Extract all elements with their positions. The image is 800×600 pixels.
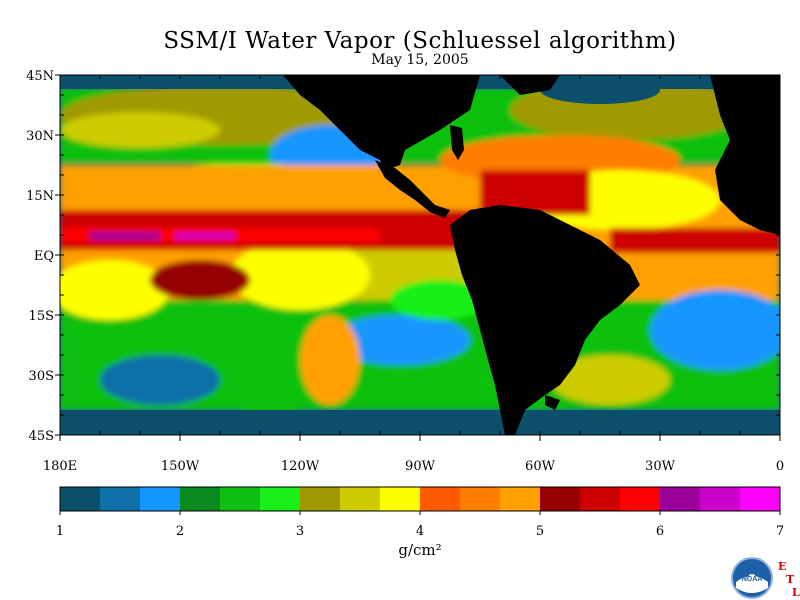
colorbar-swatch <box>260 487 301 511</box>
longitude-axis: 180E 150W 120W 90W 60W 30W 0 <box>43 75 784 474</box>
colorbar <box>59 486 781 512</box>
colorbar-ticks: 1 2 3 4 5 6 7 <box>56 511 784 539</box>
colorbar-tick-label: 5 <box>536 524 544 539</box>
lat-tick-label: 45S <box>29 429 54 444</box>
latitude-axis: 45N 30N 15N EQ 15S 30S 45S <box>26 69 780 444</box>
colorbar-tick-label: 6 <box>656 524 664 539</box>
colorbar-swatch <box>580 487 621 511</box>
lon-tick-label: 150W <box>161 459 200 474</box>
colorbar-tick-label: 3 <box>296 524 304 539</box>
colorbar-swatch <box>500 487 541 511</box>
colorbar-tick-label: 4 <box>416 524 424 539</box>
lat-tick-label: 45N <box>26 69 54 84</box>
lat-tick-label: 30N <box>26 129 54 144</box>
colorbar-swatch <box>380 487 421 511</box>
colorbar-swatch <box>740 487 781 511</box>
lon-tick-label: 0 <box>776 459 784 474</box>
lon-tick-label: 120W <box>281 459 320 474</box>
lon-tick-label: 60W <box>525 459 556 474</box>
logo-letter-l: L <box>792 586 800 599</box>
colorbar-swatch <box>340 487 381 511</box>
colorbar-swatch <box>420 487 461 511</box>
map-title: SSM/I Water Vapor (Schluessel algorithm) <box>163 28 677 54</box>
colorbar-tick-label: 2 <box>176 524 184 539</box>
colorbar-swatch <box>180 487 221 511</box>
lat-tick-label: 15N <box>26 189 54 204</box>
colorbar-unit-label: g/cm² <box>398 541 441 559</box>
lon-tick-label: 30W <box>645 459 676 474</box>
colorbar-swatch <box>140 487 181 511</box>
lon-tick-label: 90W <box>405 459 436 474</box>
colorbar-swatch <box>660 487 701 511</box>
map-plot-area <box>60 75 780 435</box>
colorbar-tick-label: 7 <box>776 524 784 539</box>
land-masks <box>283 75 780 435</box>
colorbar-swatch <box>60 487 101 511</box>
colorbar-swatch <box>460 487 501 511</box>
logo-letter-t: T <box>786 573 795 586</box>
colorbar-swatch <box>700 487 741 511</box>
lat-tick-label: 30S <box>29 369 54 384</box>
lon-tick-label: 180E <box>43 459 77 474</box>
map-date: May 15, 2005 <box>371 52 469 68</box>
lat-tick-label: EQ <box>34 249 54 264</box>
colorbar-tick-label: 1 <box>56 524 64 539</box>
logo-letter-e: E <box>778 560 786 573</box>
colorbar-swatch <box>620 487 661 511</box>
colorbar-swatch <box>300 487 341 511</box>
colorbar-swatch <box>220 487 261 511</box>
colorbar-swatch <box>100 487 141 511</box>
lat-tick-label: 15S <box>29 309 54 324</box>
svg-text:NOAA: NOAA <box>742 576 763 583</box>
colorbar-swatch <box>540 487 581 511</box>
noaa-logo: NOAA E T L <box>731 557 800 599</box>
